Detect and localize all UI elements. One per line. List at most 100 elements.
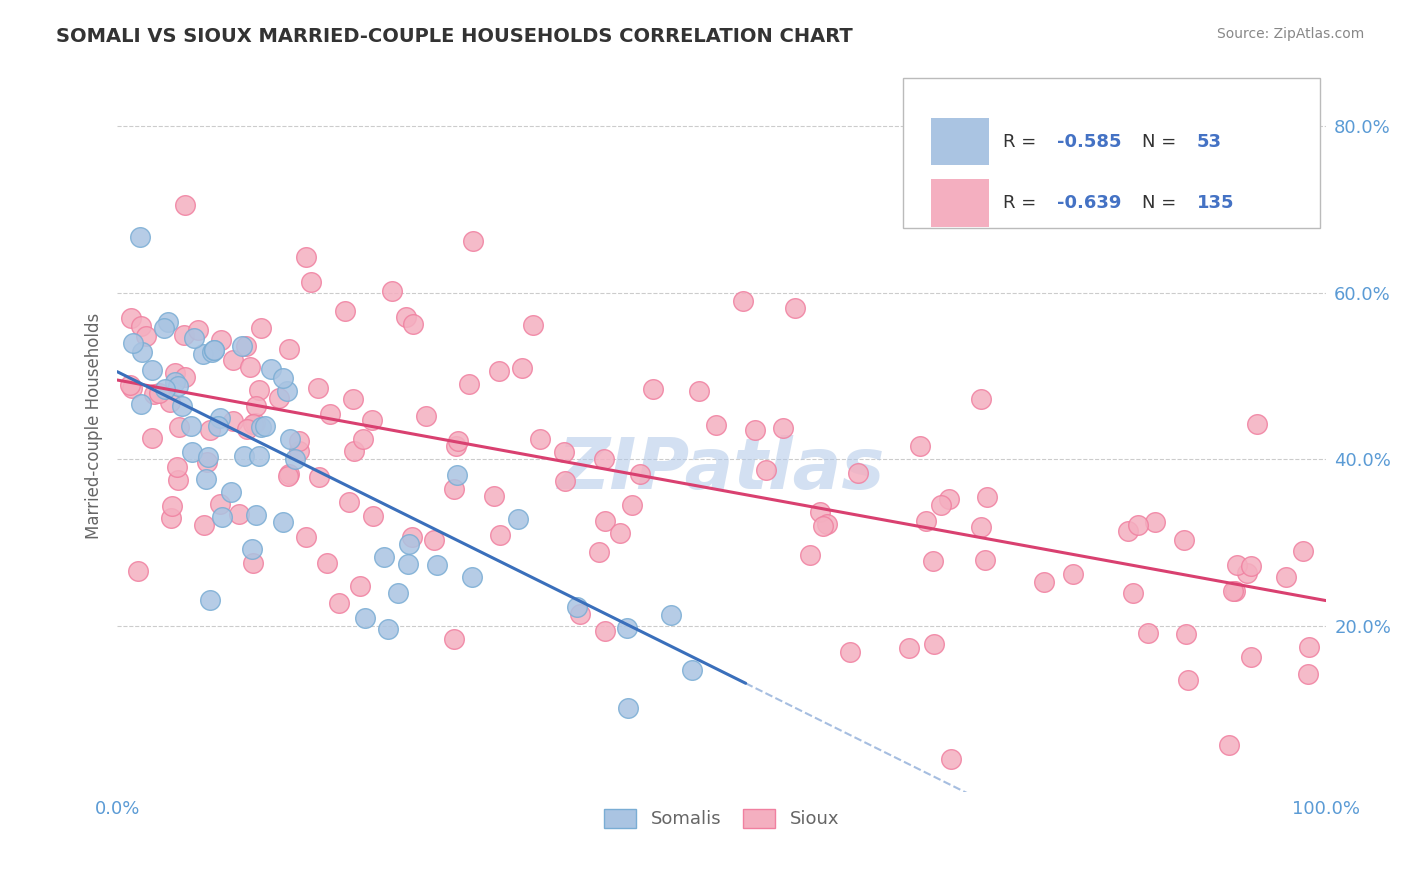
Point (233, 449, 256, 463)
Point (352, 432, 374, 446)
Point (118, 377, 141, 392)
Point (1175, 626, 1198, 640)
Point (553, 444, 575, 458)
Point (522, 318, 544, 332)
Point (929, 498, 952, 512)
Point (129, 318, 152, 333)
Point (506, 512, 529, 526)
Point (755, 463, 778, 477)
Point (443, 632, 465, 646)
Point (620, 498, 643, 512)
Point (131, 397, 153, 411)
Point (316, 557, 339, 571)
Point (401, 530, 423, 544)
Text: R =: R = (1002, 194, 1042, 212)
Point (1122, 585, 1144, 599)
Point (250, 320, 273, 334)
Bar (931, 118, 988, 165)
Point (271, 515, 294, 529)
Point (254, 418, 277, 433)
Point (659, 607, 682, 622)
Point (349, 579, 371, 593)
Point (193, 347, 215, 361)
Point (202, 343, 225, 357)
Point (240, 542, 263, 557)
Point (595, 515, 617, 529)
Point (250, 420, 273, 434)
Point (617, 701, 640, 715)
Point (813, 519, 835, 533)
Point (939, 752, 962, 766)
Point (402, 317, 425, 331)
Point (231, 339, 253, 353)
Text: SOMALI VS SIOUX MARRIED-COUPLE HOUSEHOLDS CORRELATION CHART: SOMALI VS SIOUX MARRIED-COUPLE HOUSEHOLD… (56, 27, 853, 45)
Point (202, 343, 225, 358)
Point (446, 434, 468, 449)
Point (1240, 558, 1263, 573)
Point (938, 491, 960, 506)
Point (163, 366, 186, 380)
Point (194, 473, 217, 487)
Point (243, 417, 266, 431)
Point (142, 386, 165, 401)
Point (155, 382, 177, 396)
Point (208, 497, 231, 511)
Point (260, 361, 283, 376)
Point (153, 321, 176, 335)
Text: -0.639: -0.639 (1057, 194, 1122, 212)
Point (772, 421, 794, 435)
Point (174, 370, 197, 384)
Point (181, 444, 204, 458)
Point (914, 514, 936, 528)
Point (361, 413, 384, 427)
Point (529, 432, 551, 446)
Point (704, 418, 727, 433)
Point (458, 377, 481, 392)
Point (554, 474, 576, 488)
Point (121, 381, 143, 395)
Point (209, 411, 232, 425)
Point (173, 327, 195, 342)
Point (848, 466, 870, 480)
Point (839, 645, 862, 659)
Point (731, 294, 754, 309)
Point (395, 310, 418, 325)
Point (183, 331, 205, 345)
Point (288, 434, 311, 448)
Text: 53: 53 (1197, 133, 1222, 151)
Point (120, 310, 142, 325)
Point (276, 468, 298, 483)
Point (1298, 667, 1320, 681)
Point (209, 334, 232, 348)
Text: -0.585: -0.585 (1057, 133, 1122, 151)
Point (588, 545, 610, 559)
Point (187, 323, 209, 337)
Point (242, 557, 264, 571)
Point (444, 440, 467, 454)
Point (157, 314, 180, 328)
Point (245, 399, 267, 413)
Point (808, 504, 831, 518)
Point (122, 335, 145, 350)
Point (222, 352, 245, 367)
Text: N =: N = (1142, 194, 1182, 212)
Point (228, 507, 250, 521)
Point (319, 407, 342, 421)
Point (135, 328, 157, 343)
Point (141, 431, 163, 445)
Point (381, 285, 404, 299)
Point (354, 611, 377, 625)
Text: ZIPatlas: ZIPatlas (558, 435, 886, 504)
FancyBboxPatch shape (903, 78, 1320, 228)
Bar (931, 179, 988, 227)
Point (245, 508, 267, 523)
Point (1246, 417, 1268, 432)
Point (616, 621, 638, 635)
Text: R =: R = (1002, 133, 1042, 151)
Point (815, 516, 838, 531)
Point (593, 452, 616, 467)
Point (159, 394, 181, 409)
Point (1218, 738, 1240, 752)
Point (284, 451, 307, 466)
Point (129, 229, 152, 244)
